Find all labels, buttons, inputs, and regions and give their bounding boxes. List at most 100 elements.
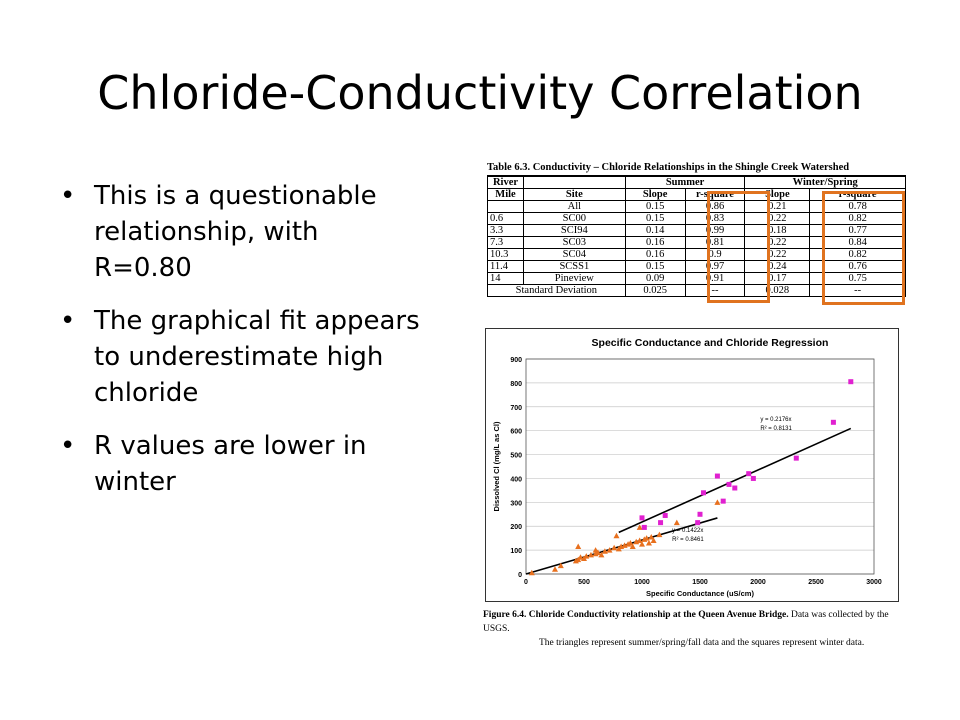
y-tick-label: 800 <box>510 381 522 388</box>
header-cell: River <box>487 175 524 189</box>
winter-data-point <box>714 473 720 479</box>
table-cell: 0.14 <box>624 224 686 237</box>
regression-equation-label: y = 0.2176x <box>760 417 791 423</box>
table-cell: Standard Deviation <box>487 284 626 297</box>
slide-title: Chloride-Conductivity Correlation <box>97 66 863 120</box>
winter-data-point <box>641 524 647 530</box>
summer-data-point <box>583 553 590 559</box>
summer-data-point <box>587 551 594 558</box>
winter-r-square-highlight <box>822 191 905 305</box>
header-cell: Site <box>522 188 626 201</box>
summer-data-point <box>577 554 584 560</box>
summer-r-square-highlight <box>707 191 770 303</box>
summer-data-point <box>552 566 558 572</box>
regression-equation-label: y = 0.1422x <box>672 528 703 534</box>
regression-line <box>618 427 852 534</box>
winter-data-point <box>639 515 645 521</box>
regression-r2-label: R² = 0.8131 <box>760 426 792 432</box>
regression-r2-label: R² = 0.8461 <box>672 537 704 543</box>
bullet-item: R values are lower in winter <box>60 428 420 500</box>
winter-data-point <box>830 419 836 425</box>
table-cell: 0.16 <box>624 236 686 249</box>
bullet-item: This is a questionable relationship, wit… <box>60 178 420 286</box>
chart-title: Specific Conductance and Chloride Regres… <box>592 337 829 349</box>
relationship-table-panel: Table 6.3. Conductivity – Chloride Relat… <box>483 160 909 320</box>
table-cell: SC03 <box>522 236 626 249</box>
bullet-item: The graphical fit appears to underestima… <box>60 303 420 411</box>
figure-caption: Figure 6.4. Chloride Conductivity relati… <box>483 608 909 650</box>
summer-data-point <box>592 547 599 553</box>
x-tick-label: 1000 <box>634 579 650 586</box>
header-cell: Summer <box>624 175 746 189</box>
winter-data-point <box>662 512 668 518</box>
table-cell: 0.025 <box>624 284 686 297</box>
x-tick-label: 2500 <box>808 579 824 586</box>
table-header-row: River Summer Winter/Spring <box>487 175 906 189</box>
table-cell: SC00 <box>522 212 626 225</box>
regression-figure: Specific Conductance and Chloride Regres… <box>483 328 909 648</box>
x-tick-label: 2000 <box>750 579 766 586</box>
x-tick-label: 500 <box>578 579 590 586</box>
summer-data-point <box>650 537 657 544</box>
table-cell: 0.15 <box>624 260 686 273</box>
summer-data-point <box>629 543 636 550</box>
summer-data-point <box>673 519 680 526</box>
summer-data-point <box>557 562 564 569</box>
chart-frame: Specific Conductance and Chloride Regres… <box>485 328 899 602</box>
summer-data-point <box>528 569 535 576</box>
winter-data-point <box>695 520 701 526</box>
summer-data-point <box>648 533 655 540</box>
table-cell: 0.6 <box>487 212 524 225</box>
table-cell: SC04 <box>522 248 626 261</box>
summer-data-point <box>714 499 721 505</box>
table-cell: 14 <box>487 272 524 285</box>
summer-data-point <box>656 531 663 538</box>
summer-data-point <box>627 539 634 546</box>
table-cell: 3.3 <box>487 224 524 237</box>
table-cell: 0.91 <box>684 272 746 285</box>
table-cell: 0.15 <box>624 212 686 225</box>
x-tick-label: 1500 <box>692 579 708 586</box>
x-axis-label: Specific Conductance (uS/cm) <box>646 589 754 598</box>
table-cell: SCSS1 <box>522 260 626 273</box>
table-row: 7.3 SC03 0.16 0.81 0.22 0.84 <box>487 236 906 249</box>
bullet-list: This is a questionable relationship, wit… <box>60 178 420 517</box>
winter-data-point <box>700 490 706 496</box>
figure-caption-source: Data was collected by the USGS. <box>483 610 889 634</box>
summer-data-point <box>611 544 618 551</box>
winter-data-point <box>697 511 703 517</box>
summer-data-point <box>613 532 620 539</box>
figure-caption-note: The triangles represent summer/spring/fa… <box>539 638 865 648</box>
summer-data-point <box>636 524 643 530</box>
table-cell: 10.3 <box>487 248 524 261</box>
winter-data-point <box>793 455 799 461</box>
y-tick-label: 500 <box>510 453 522 460</box>
table-row: 14 Pineview 0.09 0.91 0.17 0.75 <box>487 272 906 285</box>
y-tick-label: 200 <box>510 524 522 531</box>
table-body: All 0.15 0.86 0.21 0.78 0.6 SC00 0.15 0.83 0.22 0.… <box>487 200 906 285</box>
y-tick-label: 900 <box>510 357 522 364</box>
table-caption: Table 6.3. Conductivity – Chloride Relat… <box>487 162 850 173</box>
y-tick-label: 400 <box>510 476 522 483</box>
y-tick-label: 100 <box>510 548 522 555</box>
table-cell: -- <box>809 284 906 297</box>
y-tick-label: 300 <box>510 500 522 507</box>
table-cell: 0.15 <box>624 200 686 213</box>
header-cell: Winter/Spring <box>744 175 906 189</box>
header-cell <box>522 175 626 189</box>
winter-data-point <box>720 498 726 504</box>
table-cell: 11.4 <box>487 260 524 273</box>
winter-data-point <box>726 481 732 487</box>
winter-data-point <box>746 471 752 477</box>
relationship-table: River Summer Winter/Spring Mile Site Slo… <box>487 175 906 297</box>
summer-data-point <box>601 548 608 554</box>
summer-data-point <box>636 537 643 544</box>
winter-data-point <box>750 475 756 481</box>
y-axis-label: Dissolved Cl (mg/L as Cl) <box>492 421 501 511</box>
summer-data-point <box>643 535 650 541</box>
header-cell: Mile <box>487 188 524 201</box>
table-cell: 7.3 <box>487 236 524 249</box>
table-footer-row: Standard Deviation 0.025 -- 0.028 -- <box>487 284 906 297</box>
table-cell: 0.16 <box>624 248 686 261</box>
x-tick-label: 0 <box>524 579 528 586</box>
